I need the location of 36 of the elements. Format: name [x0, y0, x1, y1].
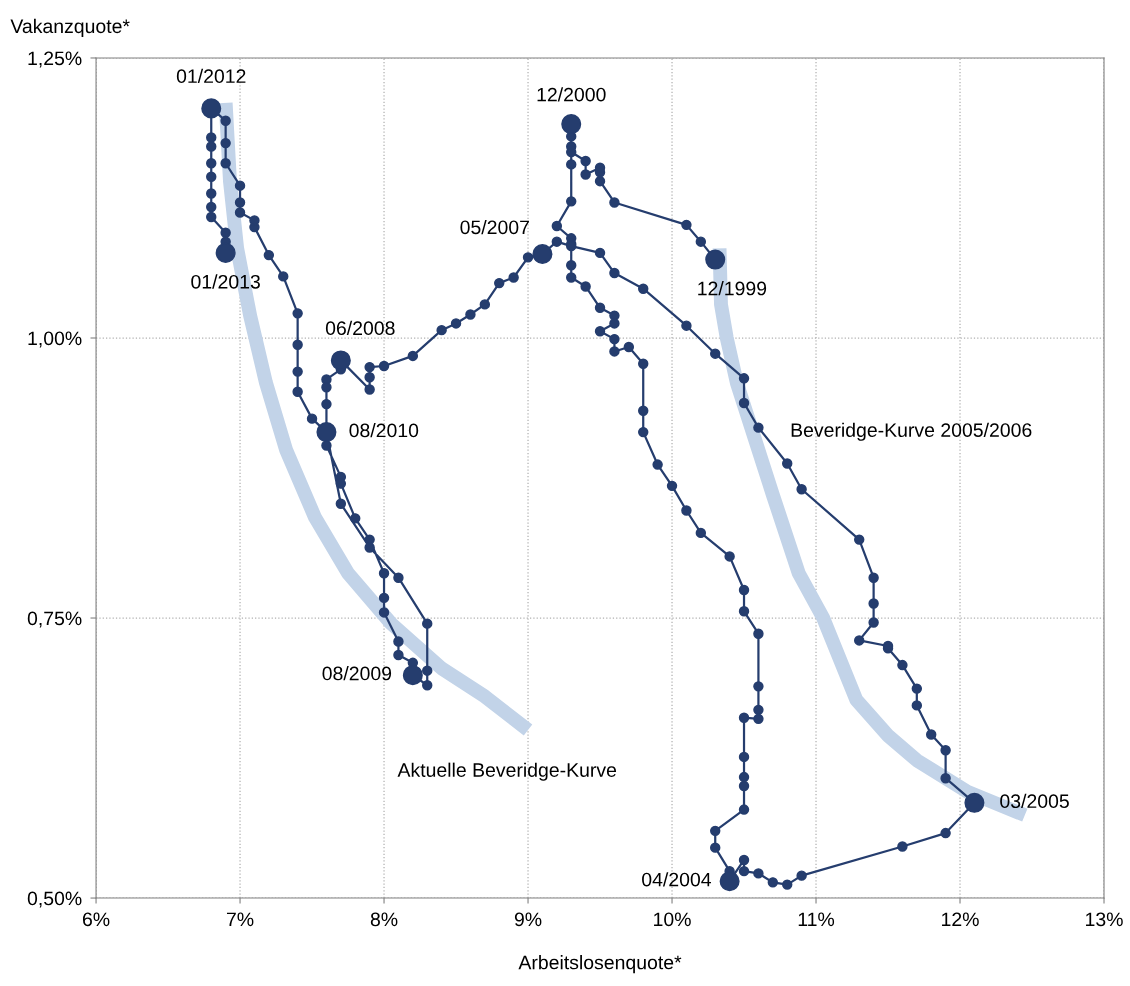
point: [215, 242, 236, 263]
point: [201, 98, 222, 119]
point: [705, 249, 726, 270]
point: [719, 871, 740, 892]
annotation: 03/2005: [1000, 793, 1069, 809]
point: [532, 243, 553, 265]
point: [964, 792, 985, 813]
x-tick-label: 6%: [82, 912, 110, 927]
series-label: Beveridge-Kurve 2005/2006: [791, 422, 1032, 441]
point: [316, 422, 337, 443]
x-axis-title: Arbeitslosenquote*: [518, 955, 682, 974]
annotation: 01/2013: [191, 274, 260, 289]
text: Aktuelle Beveridge-Kurve: [397, 762, 617, 781]
x-tick-label: 8%: [370, 912, 398, 927]
point: [561, 114, 582, 135]
y-tick-label: 0,50%: [27, 891, 82, 908]
x-tick-label: 10%: [654, 912, 691, 927]
y-axis-title: Vakanzquote*: [10, 18, 130, 37]
point: [402, 665, 423, 686]
y-tick-label: 1,00%: [28, 331, 82, 348]
point: [330, 350, 351, 371]
x-tick-label: 11%: [798, 912, 835, 927]
annotation: 08/2009: [322, 666, 392, 681]
x-tick-label: 7%: [226, 912, 254, 927]
annotation: 06/2008: [325, 320, 395, 336]
annotation: 12/2000: [537, 87, 606, 102]
annotation: 08/2010: [349, 423, 419, 438]
y-tick-label: 1,25%: [28, 51, 82, 68]
annotation: 05/2007: [460, 219, 529, 235]
x-tick-label: 13%: [1086, 912, 1123, 927]
x-tick-label: 12%: [942, 912, 979, 927]
x-tick-label: 9%: [514, 912, 542, 927]
annotation: 01/2012: [176, 68, 246, 84]
y-tick-label: 0,75%: [27, 611, 82, 628]
annotation: 12/1999: [698, 281, 767, 296]
annotation: 04/2004: [642, 872, 712, 887]
